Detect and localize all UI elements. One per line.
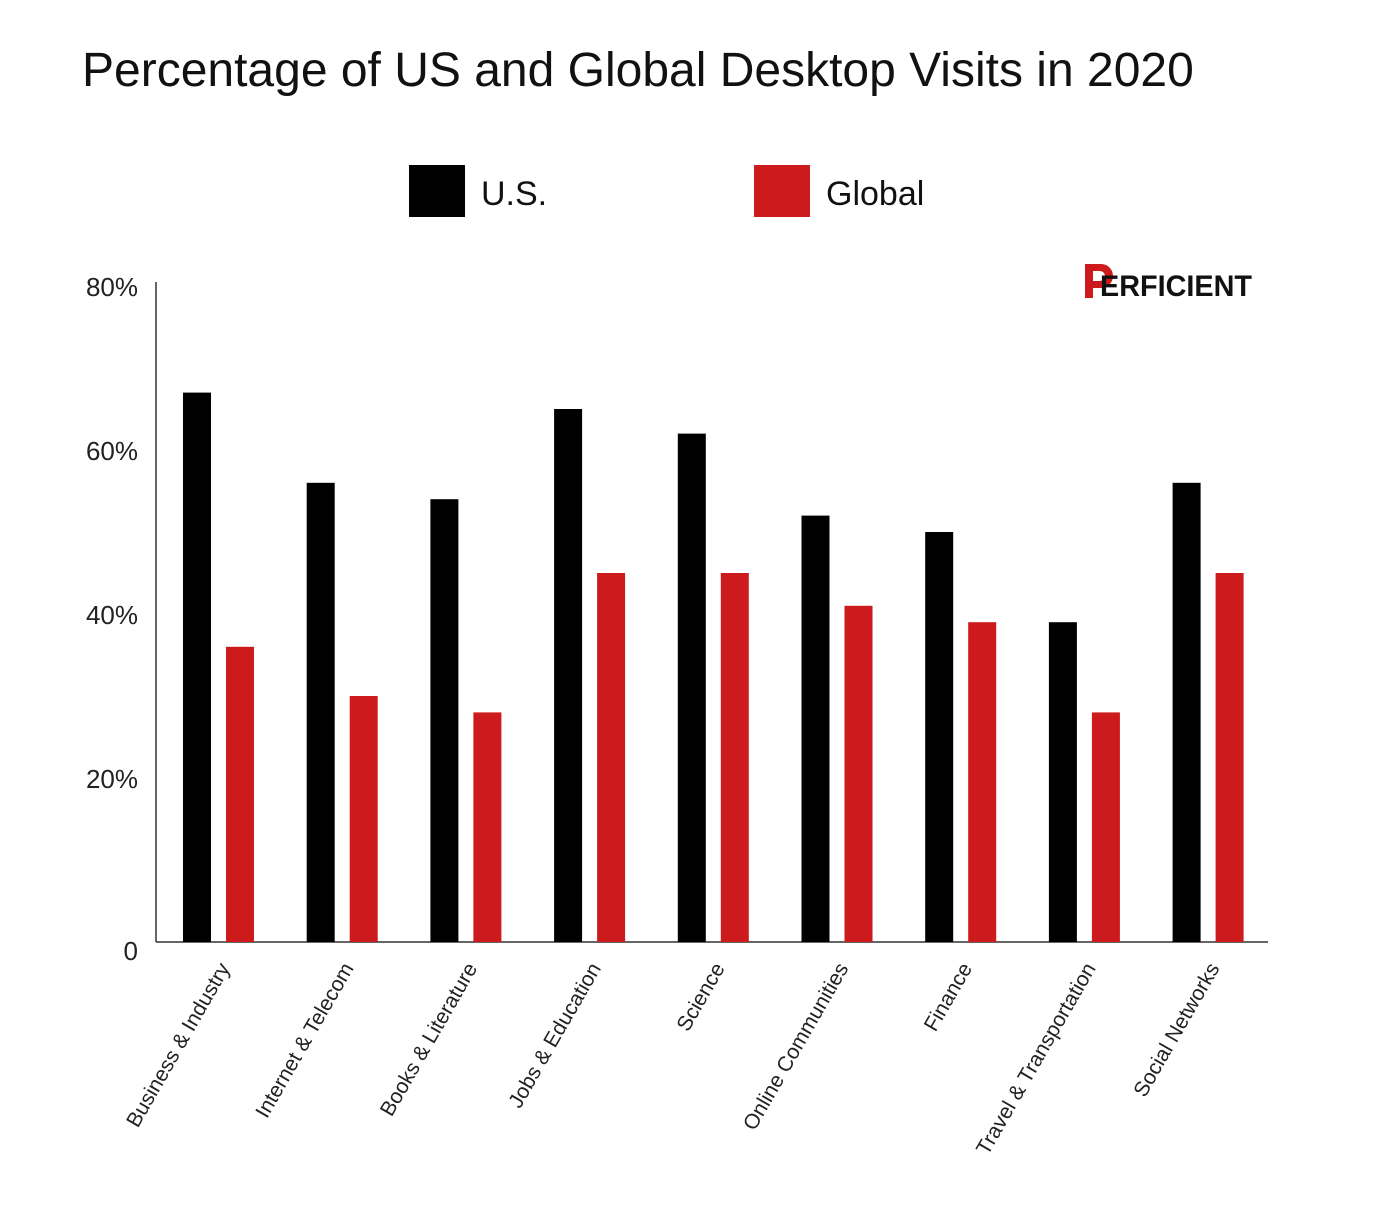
x-tick-label: Books & Literature bbox=[376, 959, 482, 1120]
chart-title: Percentage of US and Global Desktop Visi… bbox=[82, 44, 1194, 97]
y-tick-label: 40% bbox=[86, 600, 138, 630]
bar-global bbox=[597, 573, 626, 942]
bar-global bbox=[1215, 573, 1244, 942]
bar-us bbox=[1172, 482, 1201, 942]
x-tick-label: Business & Industry bbox=[122, 959, 235, 1132]
bar-global bbox=[1091, 712, 1120, 942]
x-tick-label: Social Networks bbox=[1129, 959, 1224, 1101]
bar-us bbox=[677, 433, 706, 942]
legend-label: U.S. bbox=[481, 175, 547, 213]
x-tick-label: Science bbox=[672, 959, 729, 1035]
x-tick-label: Travel & Transportation bbox=[972, 959, 1101, 1159]
y-tick-label: 80% bbox=[86, 272, 138, 302]
bar-global bbox=[349, 696, 378, 942]
legend-swatch bbox=[409, 165, 465, 217]
x-tick-label: Jobs & Education bbox=[504, 959, 606, 1112]
y-tick-label: 0 bbox=[124, 936, 138, 966]
bar-global bbox=[968, 622, 997, 942]
x-tick-label: Online Communities bbox=[739, 959, 853, 1134]
svg-text:ERFICIENT: ERFICIENT bbox=[1100, 270, 1252, 303]
legend: U.S. Global bbox=[409, 165, 924, 217]
bar-us bbox=[1048, 622, 1077, 942]
y-tick-label: 20% bbox=[86, 764, 138, 794]
bar-global bbox=[226, 646, 254, 942]
bars bbox=[183, 392, 1244, 943]
legend-label: Global bbox=[826, 175, 924, 213]
x-tick-label: Finance bbox=[920, 959, 977, 1035]
bar-us bbox=[801, 515, 830, 942]
x-tick-labels: Business & Industry Internet & Telecom Boo… bbox=[122, 959, 1224, 1159]
bar-global bbox=[720, 573, 749, 942]
bar-us bbox=[306, 482, 335, 942]
bar-us bbox=[430, 499, 459, 942]
y-tick-label: 60% bbox=[86, 436, 138, 466]
axes: 0 20% 40% 60% 80% bbox=[86, 272, 1268, 966]
x-tick-label: Internet & Telecom bbox=[251, 959, 358, 1122]
bar-global bbox=[473, 712, 502, 942]
perficient-logo: ERFICIENT bbox=[1085, 264, 1252, 303]
bar-global bbox=[844, 605, 873, 942]
bar-us bbox=[183, 392, 211, 943]
logo-p-mark bbox=[1085, 264, 1113, 298]
bar-us bbox=[554, 409, 583, 942]
bar-us bbox=[925, 532, 954, 942]
legend-swatch bbox=[754, 165, 810, 217]
